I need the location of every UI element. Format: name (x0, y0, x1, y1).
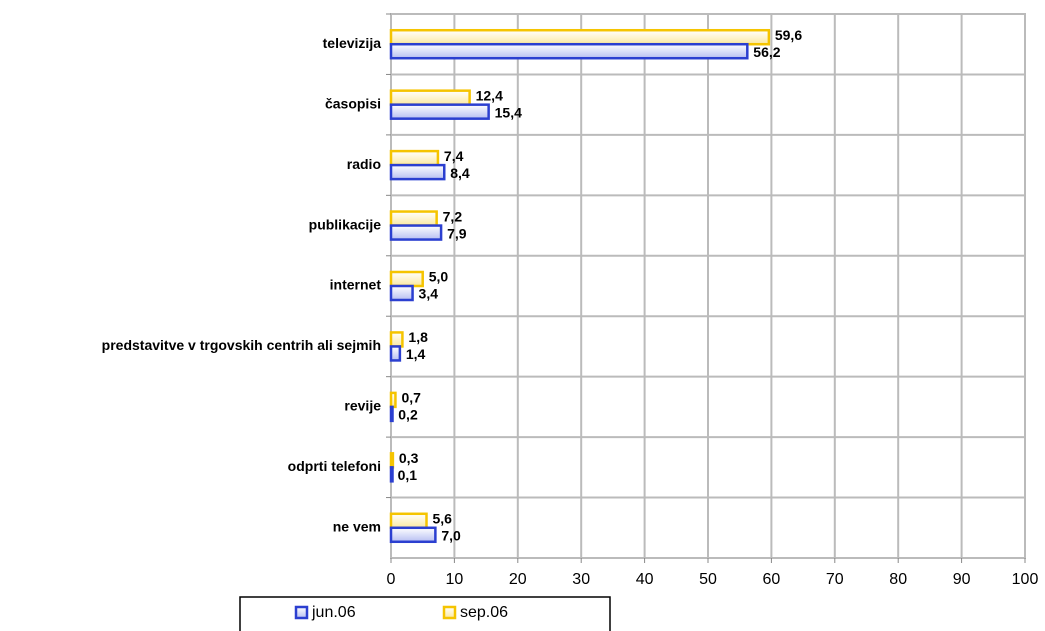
x-tick-label: 20 (509, 571, 527, 588)
y-tick-label: ne vem (333, 518, 381, 534)
data-label: 0,1 (398, 467, 418, 483)
data-label: 7,4 (444, 148, 464, 164)
data-label: 1,8 (408, 329, 428, 345)
bar (389, 405, 394, 423)
x-tick-label: 30 (572, 571, 590, 588)
x-tick-label: 40 (636, 571, 654, 588)
bar (389, 149, 440, 167)
data-label: 7,0 (441, 527, 461, 543)
bar (389, 331, 404, 348)
bar (389, 512, 428, 530)
data-label: 5,0 (429, 269, 449, 285)
bar (389, 42, 749, 60)
bar (389, 103, 490, 120)
data-label: 12,4 (476, 87, 503, 103)
data-label: 15,4 (495, 104, 522, 120)
x-tick-label: 70 (826, 571, 844, 588)
bar (389, 270, 424, 288)
data-label: 0,7 (401, 390, 421, 406)
x-tick-label: 80 (889, 571, 907, 588)
data-label: 8,4 (450, 165, 470, 181)
y-tick-label: odprti telefoni (288, 458, 381, 474)
bar (389, 163, 446, 181)
y-tick-label: internet (330, 277, 382, 293)
y-tick-label: televizija (323, 35, 382, 51)
x-tick-label: 100 (1012, 571, 1039, 588)
bar (389, 28, 771, 46)
bar (389, 466, 394, 483)
data-label: 0,3 (399, 450, 419, 466)
y-tick-label: revije (344, 398, 381, 414)
legend-swatch (294, 605, 309, 620)
legend-swatch (442, 605, 457, 620)
data-label: 7,2 (443, 208, 463, 224)
y-tick-label: radio (347, 156, 381, 172)
data-label: 1,4 (406, 346, 426, 362)
bar (389, 391, 397, 409)
y-tick-label: časopisi (325, 95, 381, 111)
x-tick-label: 0 (387, 571, 396, 588)
bar (389, 210, 438, 227)
data-label: 3,4 (419, 286, 439, 302)
x-tick-label: 90 (953, 571, 971, 588)
data-label: 7,9 (447, 225, 467, 241)
bar (389, 89, 471, 106)
data-label: 59,6 (775, 27, 802, 43)
bar (389, 452, 395, 469)
bar (389, 224, 443, 241)
x-tick-label: 10 (446, 571, 464, 588)
legend-label: jun.06 (311, 604, 356, 621)
bar (389, 345, 402, 362)
data-label: 56,2 (753, 44, 780, 60)
x-tick-label: 60 (763, 571, 781, 588)
y-tick-label: publikacije (309, 216, 382, 232)
bar (389, 526, 437, 544)
x-tick-label: 50 (699, 571, 717, 588)
y-tick-label: predstavitve v trgovskih centrih ali sej… (102, 337, 381, 353)
legend-label: sep.06 (460, 604, 508, 621)
data-label: 0,2 (398, 407, 418, 423)
data-label: 5,6 (433, 510, 453, 526)
bar (389, 284, 414, 302)
